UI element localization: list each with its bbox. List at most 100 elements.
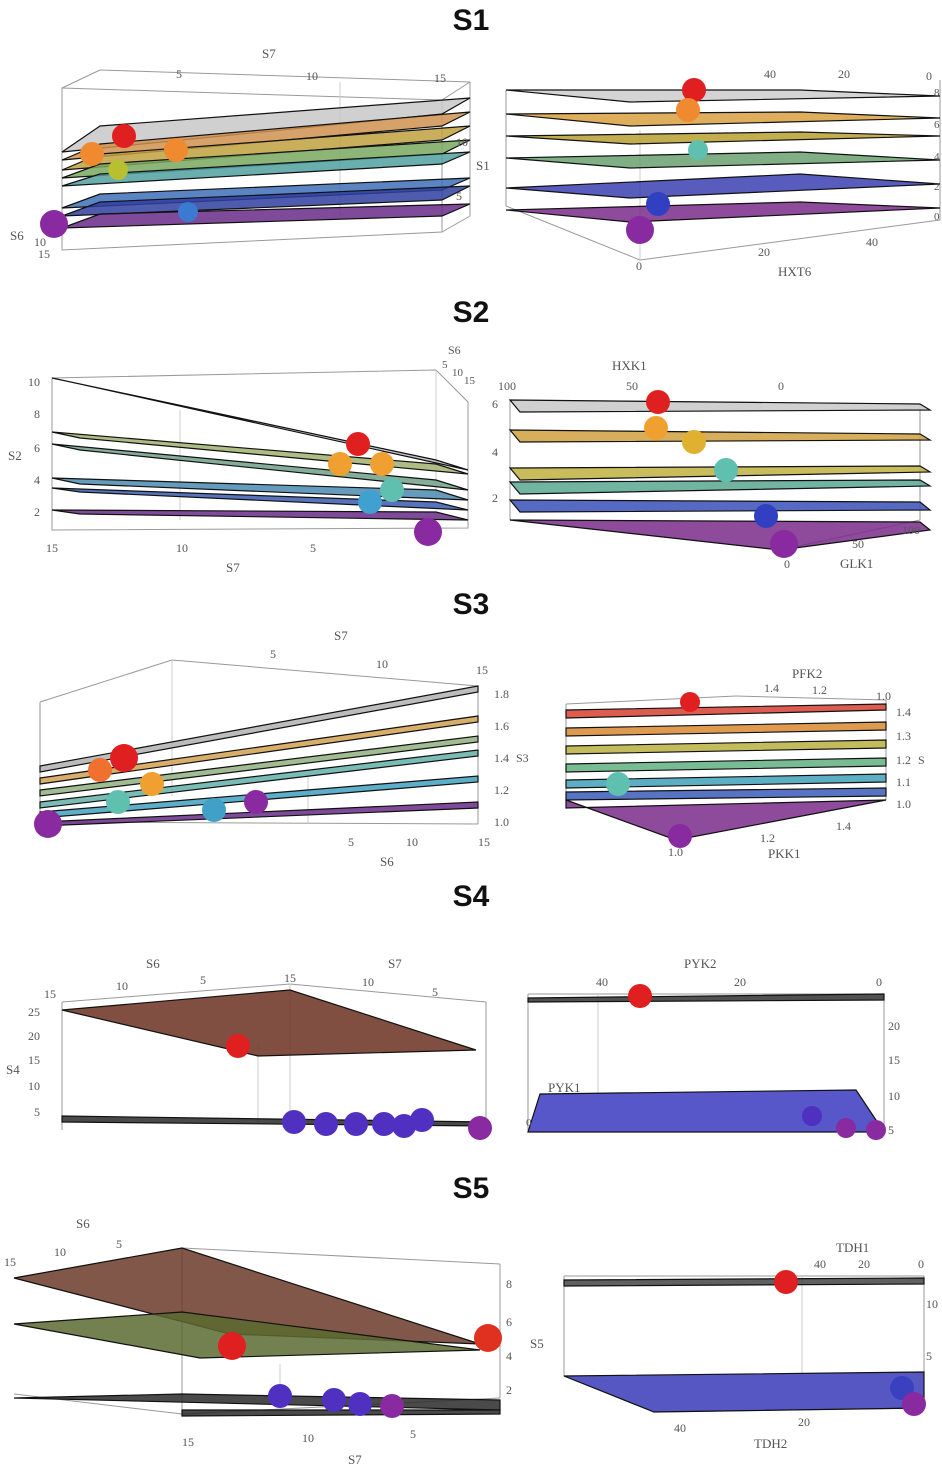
surface-plane <box>61 203 471 229</box>
data-point <box>626 216 654 244</box>
chart-s1-right: 40 20 0 8 6 4 2 0 0 20 40 HXT6 <box>505 67 941 279</box>
tick-label: 10 <box>452 367 464 379</box>
data-point <box>34 810 62 838</box>
surface-plane <box>51 443 469 491</box>
tick-label: 5 <box>310 541 316 555</box>
axis-label: S6 <box>10 228 24 243</box>
surface-plane <box>527 993 885 1003</box>
tick-label: 20 <box>888 1019 900 1033</box>
tick-label: 15 <box>476 663 488 677</box>
surface-plane <box>51 431 469 475</box>
plot-box <box>51 369 469 531</box>
point-group <box>628 984 886 1140</box>
data-point <box>380 478 404 502</box>
data-point <box>410 1108 434 1132</box>
data-point <box>628 984 652 1008</box>
tick-label: 10 <box>28 375 40 389</box>
data-point <box>314 1112 338 1136</box>
tick-label: 15 <box>888 1053 900 1067</box>
axis-label: HXK1 <box>612 358 647 373</box>
chart-s2-right: HXK1 100 50 0 6 4 2 0 50 100 GLK1 <box>492 358 933 571</box>
tick-label: 10 <box>456 135 468 149</box>
axis-label: TDH1 <box>836 1240 869 1255</box>
tick-label: 1.8 <box>494 687 509 701</box>
tick-label: 15 <box>28 1053 40 1067</box>
plane-group <box>61 989 487 1127</box>
tick-label: 40 <box>596 975 608 989</box>
data-point <box>322 1388 346 1412</box>
data-point <box>80 142 104 166</box>
tick-label: 15 <box>44 987 56 1001</box>
data-point <box>244 790 268 814</box>
axis-label: TDH2 <box>754 1436 787 1451</box>
tick-label: 5 <box>432 985 438 999</box>
data-point <box>328 452 352 476</box>
tick-label: 5 <box>442 359 448 371</box>
data-point <box>414 518 442 546</box>
data-point <box>644 416 668 440</box>
axis-label: S6 <box>76 1216 90 1231</box>
axis-label: PYK2 <box>684 956 717 971</box>
section-title-s4: S4 <box>452 880 490 913</box>
tick-label: 4 <box>506 1349 512 1363</box>
tick-label: 6 <box>934 119 940 131</box>
surface-plane <box>508 479 933 495</box>
tick-label: 2 <box>492 491 498 505</box>
chart-s4-right: PYK2 40 20 0 20 15 10 5 PYK1 0 <box>526 956 900 1140</box>
surface-plane <box>51 509 469 521</box>
axis-label: S6 <box>448 343 461 357</box>
plane-group <box>508 399 933 551</box>
tick-label: 1.3 <box>896 729 911 743</box>
data-point <box>202 798 226 822</box>
tick-label: 1.2 <box>494 783 509 797</box>
surface-plane <box>39 685 479 773</box>
section-title-s5: S5 <box>452 1172 490 1205</box>
data-point <box>106 790 130 814</box>
surface-plane <box>508 429 933 443</box>
point-group <box>626 78 708 244</box>
plane-group <box>563 1277 925 1413</box>
data-point <box>682 430 706 454</box>
tick-label: 40 <box>814 1257 826 1271</box>
surface-plane <box>505 201 941 223</box>
surface-plane <box>505 131 941 145</box>
data-point <box>346 432 370 456</box>
data-point <box>836 1118 856 1138</box>
data-point <box>680 692 700 712</box>
surface-plane <box>565 787 887 801</box>
axis-label: S5 <box>530 1336 544 1351</box>
axis-label: GLK1 <box>840 556 873 571</box>
surface-plane <box>508 399 933 413</box>
tick-label: 0 <box>876 975 882 989</box>
tick-label: 2 <box>506 1383 512 1397</box>
tick-label: 0 <box>784 557 790 571</box>
point-group <box>644 390 798 558</box>
tick-label: 5 <box>410 1427 416 1441</box>
surface-plane <box>565 739 887 755</box>
tick-label: 15 <box>182 1435 194 1449</box>
data-point <box>268 1384 292 1408</box>
tick-label: 25 <box>28 1005 40 1019</box>
tick-label: 6 <box>34 441 40 455</box>
section-title-s1: S1 <box>452 4 490 37</box>
data-point <box>682 78 706 102</box>
point-group <box>226 1034 492 1140</box>
data-point <box>110 744 138 772</box>
data-point <box>140 772 164 796</box>
data-point <box>802 1106 822 1126</box>
data-point <box>226 1034 250 1058</box>
tick-label: 100 <box>498 379 516 393</box>
tick-label: 5 <box>888 1123 894 1137</box>
tick-label: 1.4 <box>896 705 911 719</box>
data-point <box>714 458 738 482</box>
data-point <box>606 772 630 796</box>
tick-label: 15 <box>464 375 476 387</box>
tick-label: 1.2 <box>760 831 775 845</box>
tick-label: 5 <box>116 1237 122 1251</box>
axis-label: S2 <box>8 448 22 463</box>
surface-plane <box>565 703 887 719</box>
tick-label: 2 <box>934 181 940 193</box>
data-point <box>164 138 188 162</box>
tick-label: 10 <box>54 1245 66 1259</box>
axis-label: S7 <box>226 560 240 575</box>
